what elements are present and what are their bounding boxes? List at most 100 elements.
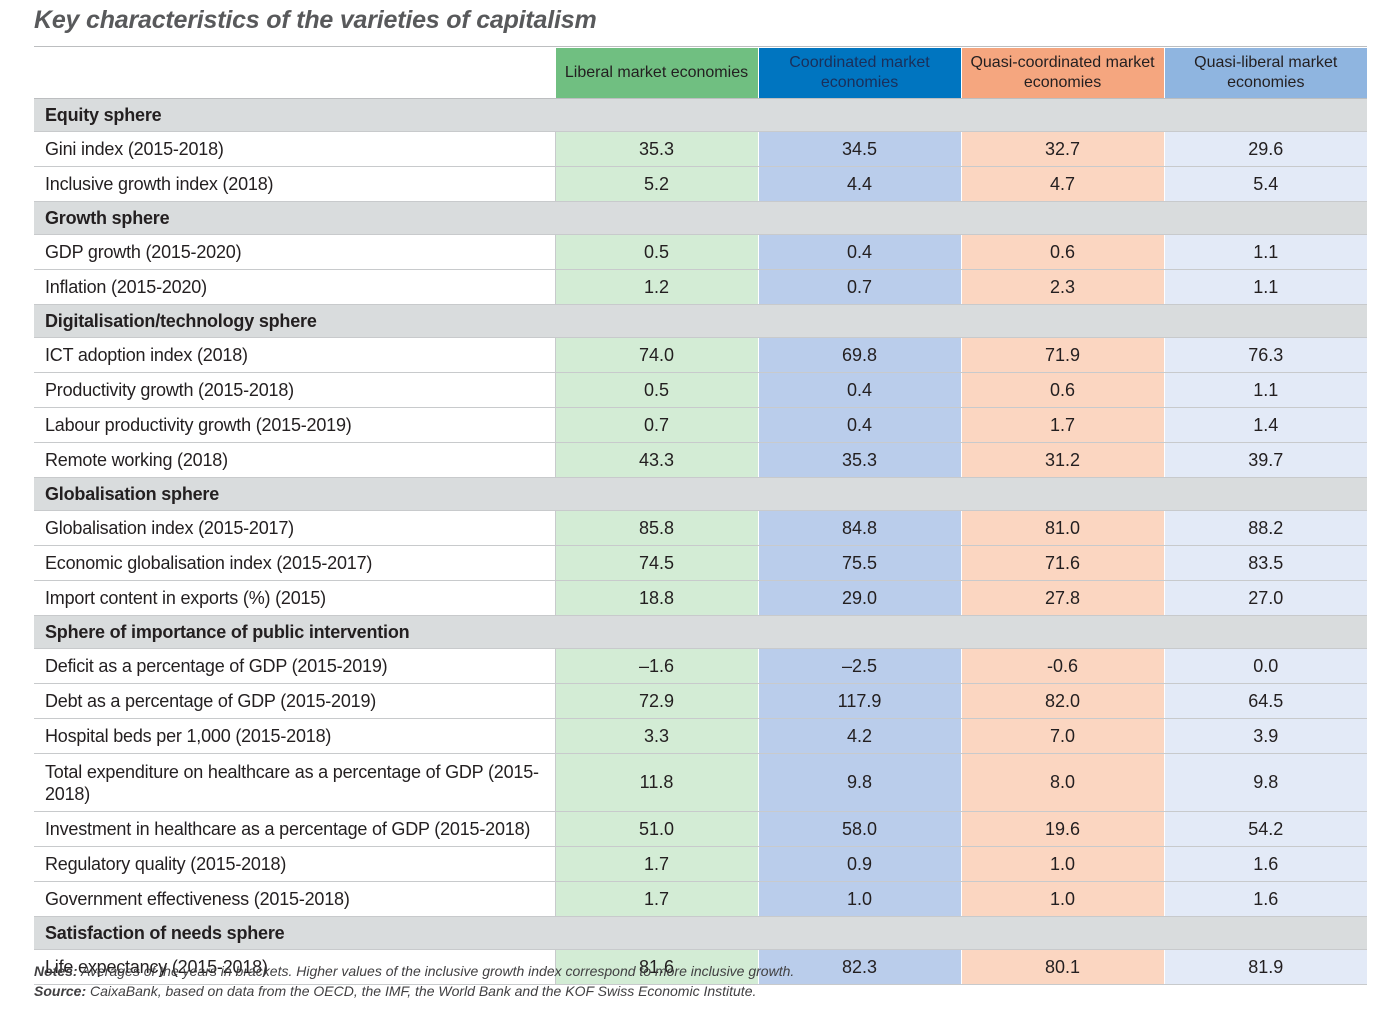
value-cell-liberal: 1.7 (554, 846, 758, 882)
value-cell-quasi-liberal: 5.4 (1163, 166, 1367, 202)
header-blank-cell (34, 48, 555, 99)
value-cell-quasi-liberal: 76.3 (1163, 337, 1367, 373)
value-cell-quasi-coordinated: 7.0 (960, 718, 1164, 754)
row-label: Deficit as a percentage of GDP (2015-201… (34, 648, 555, 684)
column-header-coordinated: Coordinated market economies (757, 48, 961, 99)
row-label: ICT adoption index (2018) (34, 337, 555, 373)
table-row: Economic globalisation index (2015-2017)… (34, 545, 1367, 581)
value-cell-liberal: 74.5 (554, 545, 758, 581)
value-cell-coordinated: 29.0 (757, 580, 961, 616)
value-cell-liberal: 74.0 (554, 337, 758, 373)
value-cell-liberal: 85.8 (554, 510, 758, 546)
section-row: Digitalisation/technology sphere (34, 304, 1367, 338)
notes-label: Notes: (34, 963, 78, 979)
column-header-quasi-liberal: Quasi-liberal market economies (1163, 48, 1367, 99)
value-cell-coordinated: –2.5 (757, 648, 961, 684)
value-cell-coordinated: 75.5 (757, 545, 961, 581)
table-row: GDP growth (2015-2020) 0.5 0.4 0.6 1.1 (34, 234, 1367, 270)
value-cell-quasi-liberal: 64.5 (1163, 683, 1367, 719)
value-cell-liberal: 0.5 (554, 372, 758, 408)
value-cell-quasi-liberal: 0.0 (1163, 648, 1367, 684)
value-cell-quasi-coordinated: 81.0 (960, 510, 1164, 546)
section-heading: Growth sphere (34, 201, 1367, 235)
value-cell-coordinated: 9.8 (757, 753, 961, 812)
table-row: Import content in exports (%) (2015) 18.8… (34, 580, 1367, 616)
table-row: Inflation (2015-2020) 1.2 0.7 2.3 1.1 (34, 269, 1367, 305)
table-row: Investment in healthcare as a percentage… (34, 811, 1367, 847)
value-cell-quasi-coordinated: 27.8 (960, 580, 1164, 616)
section-row: Growth sphere (34, 201, 1367, 235)
value-cell-quasi-liberal: 83.5 (1163, 545, 1367, 581)
value-cell-quasi-coordinated: 82.0 (960, 683, 1164, 719)
value-cell-coordinated: 84.8 (757, 510, 961, 546)
value-cell-quasi-coordinated: 32.7 (960, 131, 1164, 167)
value-cell-quasi-coordinated: 80.1 (960, 949, 1164, 985)
source-text: CaixaBank, based on data from the OECD, … (90, 983, 757, 999)
row-label: Inflation (2015-2020) (34, 269, 555, 305)
value-cell-quasi-liberal: 1.1 (1163, 269, 1367, 305)
value-cell-quasi-liberal: 1.1 (1163, 372, 1367, 408)
value-cell-coordinated: 4.2 (757, 718, 961, 754)
column-header-quasi-coordinated: Quasi-coordinated market economies (960, 48, 1164, 99)
section-row: Globalisation sphere (34, 477, 1367, 511)
section-heading: Digitalisation/technology sphere (34, 304, 1367, 338)
table-row: ICT adoption index (2018) 74.0 69.8 71.9 76.… (34, 337, 1367, 373)
value-cell-liberal: 3.3 (554, 718, 758, 754)
table-row: Government effectiveness (2015-2018) 1.7 1… (34, 881, 1367, 917)
value-cell-coordinated: 69.8 (757, 337, 961, 373)
notes-block: Notes: Averages of the years in brackets… (34, 961, 1367, 1001)
row-label: Debt as a percentage of GDP (2015-2019) (34, 683, 555, 719)
row-label: Inclusive growth index (2018) (34, 166, 555, 202)
section-row: Equity sphere (34, 98, 1367, 132)
value-cell-liberal: 51.0 (554, 811, 758, 847)
value-cell-coordinated: 0.7 (757, 269, 961, 305)
value-cell-liberal: 81.6 (554, 949, 758, 985)
row-label: Economic globalisation index (2015-2017) (34, 545, 555, 581)
table-row: Labour productivity growth (2015-2019) 0.… (34, 407, 1367, 443)
section-heading: Equity sphere (34, 98, 1367, 132)
table-row: Total expenditure on healthcare as a per… (34, 753, 1367, 812)
value-cell-liberal: 11.8 (554, 753, 758, 812)
value-cell-liberal: 0.7 (554, 407, 758, 443)
value-cell-quasi-coordinated: 1.7 (960, 407, 1164, 443)
value-cell-quasi-coordinated: 1.0 (960, 846, 1164, 882)
notes-line: Notes: Averages of the years in brackets… (34, 961, 1367, 981)
section-row: Satisfaction of needs sphere (34, 916, 1367, 950)
value-cell-coordinated: 4.4 (757, 166, 961, 202)
row-label: Globalisation index (2015-2017) (34, 510, 555, 546)
value-cell-coordinated: 117.9 (757, 683, 961, 719)
value-cell-coordinated: 82.3 (757, 949, 961, 985)
value-cell-quasi-coordinated: 8.0 (960, 753, 1164, 812)
value-cell-liberal: 5.2 (554, 166, 758, 202)
row-label: Investment in healthcare as a percentage… (34, 811, 555, 847)
row-label: Life expectancy (2015-2018) (34, 949, 555, 985)
value-cell-quasi-coordinated: 31.2 (960, 442, 1164, 478)
value-cell-coordinated: 0.9 (757, 846, 961, 882)
table-row: Gini index (2015-2018) 35.3 34.5 32.7 29.6 (34, 131, 1367, 167)
table-row: Debt as a percentage of GDP (2015-2019) 7… (34, 683, 1367, 719)
value-cell-coordinated: 34.5 (757, 131, 961, 167)
source-label: Source: (34, 983, 87, 999)
value-cell-liberal: 43.3 (554, 442, 758, 478)
table-header-row: Liberal market economies Coordinated mar… (34, 48, 1367, 99)
value-cell-liberal: 35.3 (554, 131, 758, 167)
table-row: Deficit as a percentage of GDP (2015-201… (34, 648, 1367, 684)
value-cell-coordinated: 0.4 (757, 407, 961, 443)
value-cell-quasi-liberal: 3.9 (1163, 718, 1367, 754)
value-cell-quasi-liberal: 1.6 (1163, 881, 1367, 917)
value-cell-quasi-liberal: 1.6 (1163, 846, 1367, 882)
value-cell-liberal: 18.8 (554, 580, 758, 616)
row-label: Regulatory quality (2015-2018) (34, 846, 555, 882)
value-cell-liberal: –1.6 (554, 648, 758, 684)
value-cell-coordinated: 0.4 (757, 234, 961, 270)
table-row: Hospital beds per 1,000 (2015-2018) 3.3 4.… (34, 718, 1367, 754)
row-label: Remote working (2018) (34, 442, 555, 478)
row-label: Government effectiveness (2015-2018) (34, 881, 555, 917)
value-cell-quasi-liberal: 54.2 (1163, 811, 1367, 847)
row-label: Hospital beds per 1,000 (2015-2018) (34, 718, 555, 754)
value-cell-quasi-liberal: 9.8 (1163, 753, 1367, 812)
value-cell-coordinated: 1.0 (757, 881, 961, 917)
table-row: Productivity growth (2015-2018) 0.5 0.4 0.6… (34, 372, 1367, 408)
value-cell-quasi-liberal: 29.6 (1163, 131, 1367, 167)
section-row: Sphere of importance of public intervent… (34, 615, 1367, 649)
